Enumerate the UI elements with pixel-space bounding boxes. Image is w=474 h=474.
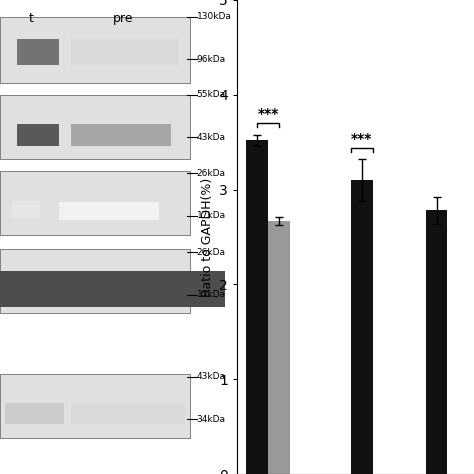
Text: 96kDa: 96kDa [197,55,226,64]
Text: 130kDa: 130kDa [197,12,232,21]
Bar [0,95,190,159]
Bar [71,39,178,65]
Text: 43kDa: 43kDa [197,373,226,381]
Text: ***: *** [351,132,373,146]
Bar [426,210,447,474]
Bar [351,180,373,474]
Bar [5,402,64,424]
Bar [0,374,190,438]
Bar [17,39,59,65]
Bar [246,140,268,474]
Bar [59,202,159,220]
Bar [12,201,40,218]
Text: t: t [28,12,33,25]
Bar [71,402,185,424]
Bar [71,124,171,146]
Bar [0,171,190,235]
Bar [0,249,190,313]
Text: 34kDa: 34kDa [197,415,226,424]
Bar [17,124,59,146]
Text: 43kDa: 43kDa [197,133,226,142]
Text: 26kDa: 26kDa [197,248,226,256]
Text: 26kDa: 26kDa [197,169,226,177]
Bar [0,271,225,307]
Text: 17kDa: 17kDa [197,291,226,299]
Text: pre: pre [113,12,134,25]
Text: 17kDa: 17kDa [197,211,226,220]
Bar [268,221,290,474]
Bar [0,17,190,83]
Text: 55kDa: 55kDa [197,91,226,99]
Y-axis label: Ratio to GAPDH(%): Ratio to GAPDH(%) [201,177,214,297]
Text: ***: *** [257,107,279,121]
